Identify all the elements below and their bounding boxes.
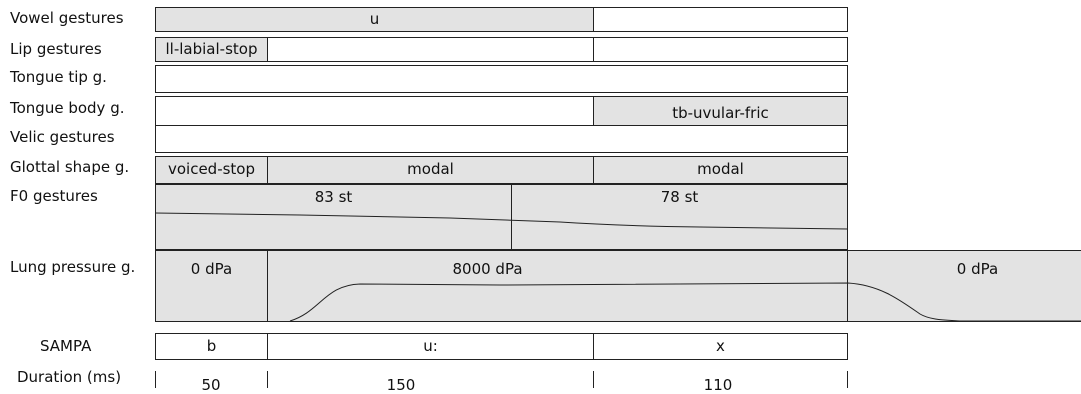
- duration-tick: [267, 371, 268, 388]
- lip-gesture-labial-stop[interactable]: ll-labial-stop: [155, 37, 268, 62]
- tongue-body-gesture-empty[interactable]: [155, 96, 594, 126]
- vowel-gesture-u[interactable]: u: [155, 7, 594, 32]
- row-label-sampa: SAMPA: [40, 337, 92, 355]
- row-label-velic: Velic gestures: [10, 128, 115, 146]
- row-label-f0: F0 gestures: [10, 187, 98, 205]
- velic-gesture-empty[interactable]: [155, 125, 848, 153]
- lip-gesture-empty-2[interactable]: [593, 37, 848, 62]
- tongue-tip-gesture-empty[interactable]: [155, 65, 848, 93]
- duration-tick: [847, 371, 848, 388]
- row-label-lip: Lip gestures: [10, 40, 102, 58]
- duration-tick: [593, 371, 594, 388]
- lung-pressure-curve: [289, 282, 1081, 322]
- duration-value-u: 150: [386, 376, 416, 394]
- vowel-gesture-empty[interactable]: [593, 7, 848, 32]
- f0-curve: [154, 212, 849, 230]
- duration-value-x: 110: [703, 376, 733, 394]
- lung-gesture-0dpa-b[interactable]: 0 dPa: [847, 250, 1081, 322]
- row-label-tongue-tip: Tongue tip g.: [10, 68, 107, 86]
- duration-tick: [155, 371, 156, 388]
- row-label-glottal: Glottal shape g.: [10, 158, 130, 176]
- lung-gesture-0dpa-a[interactable]: 0 dPa: [155, 250, 268, 322]
- tongue-body-gesture-uvular-fric[interactable]: tb-uvular-fric: [593, 96, 848, 126]
- sampa-segment-u[interactable]: u:: [267, 333, 594, 360]
- f0-gesture-83st[interactable]: 83 st: [155, 184, 512, 250]
- lip-gesture-empty-1[interactable]: [267, 37, 594, 62]
- row-label-vowel: Vowel gestures: [10, 9, 124, 27]
- sampa-segment-x[interactable]: x: [593, 333, 848, 360]
- glottal-gesture-voiced-stop[interactable]: voiced-stop: [155, 156, 268, 184]
- duration-value-b: 50: [201, 376, 221, 394]
- row-label-lung: Lung pressure g.: [10, 258, 136, 276]
- glottal-gesture-modal-2[interactable]: modal: [593, 156, 848, 184]
- sampa-segment-b[interactable]: b: [155, 333, 268, 360]
- row-label-duration: Duration (ms): [17, 368, 122, 386]
- glottal-gesture-modal-1[interactable]: modal: [267, 156, 594, 184]
- lung-gesture-8000dpa[interactable]: 8000 dPa: [267, 250, 848, 322]
- f0-gesture-78st[interactable]: 78 st: [511, 184, 848, 250]
- row-label-tongue-body: Tongue body g.: [10, 99, 125, 117]
